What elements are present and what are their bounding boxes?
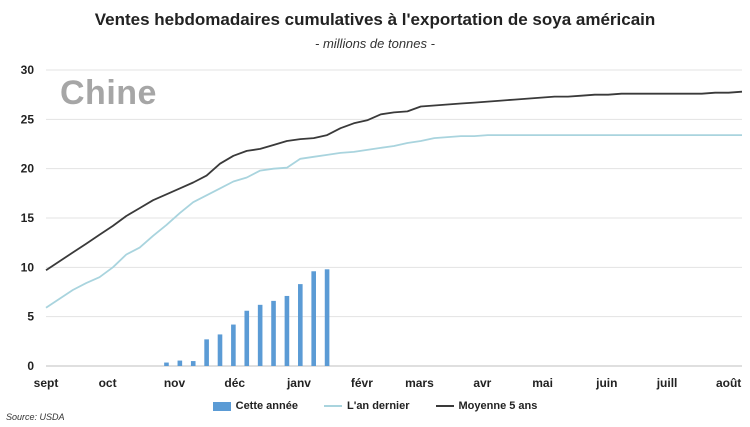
chart-title: Ventes hebdomadaires cumulatives à l'exp… — [94, 10, 656, 29]
bar — [271, 300, 276, 366]
x-tick-label: oct — [99, 376, 117, 390]
y-tick-label: 5 — [27, 310, 34, 324]
legend-label-five-year: Moyenne 5 ans — [458, 400, 538, 412]
legend-swatch-line-last-year — [323, 405, 342, 407]
bar — [164, 362, 169, 366]
x-tick-label: mars — [405, 376, 434, 390]
legend-item-last-year: L'an dernier — [323, 400, 410, 412]
legend-label-this-year: Cette année — [235, 400, 298, 412]
y-tick-label: 0 — [27, 359, 34, 373]
bar — [324, 269, 330, 366]
bar — [284, 295, 290, 366]
y-tick-label: 30 — [21, 63, 35, 77]
axis-ticks: 0 5 10 15 20 25 30 sept oct nov déc janv févr mars avr… — [21, 63, 742, 390]
line-series-five-year-average — [45, 90, 743, 272]
y-tick-label: 15 — [21, 211, 35, 225]
bar — [311, 271, 316, 366]
x-tick-label: nov — [164, 376, 186, 390]
x-tick-label: janv — [286, 376, 311, 390]
x-tick-label: déc — [224, 376, 245, 390]
line-series-last-year — [45, 134, 742, 309]
x-tick-label: juill — [656, 376, 678, 390]
y-tick-label: 25 — [21, 112, 35, 126]
x-tick-label: avr — [473, 376, 491, 390]
source-note: Source: USDA — [6, 412, 65, 422]
x-tick-label: juin — [595, 376, 617, 390]
bar — [190, 361, 196, 366]
panel-label-china: Chine — [60, 74, 157, 112]
x-tick-label: févr — [351, 376, 373, 390]
chart-subtitle: - millions de tonnes - — [315, 36, 435, 51]
bar — [298, 284, 303, 366]
bar — [231, 324, 236, 366]
bar — [204, 339, 209, 366]
x-tick-label: sept — [34, 376, 59, 390]
chart-legend: Cette année L'an dernier Moyenne 5 ans — [0, 400, 750, 412]
grid-layer — [46, 69, 742, 367]
line-series-layer — [45, 90, 743, 309]
legend-swatch-bar — [212, 401, 231, 411]
bar-series-this-year — [164, 269, 330, 366]
x-tick-label: août — [716, 376, 741, 390]
bar — [257, 304, 263, 366]
bar — [244, 310, 250, 366]
legend-label-last-year: L'an dernier — [346, 400, 410, 412]
y-tick-label: 20 — [21, 162, 35, 176]
bar — [217, 334, 223, 366]
legend-item-this-year: Cette année — [212, 400, 298, 412]
bar — [177, 360, 183, 366]
x-tick-label: mai — [532, 376, 553, 390]
legend-swatch-line-five-year — [435, 405, 454, 407]
legend-item-five-year: Moyenne 5 ans — [435, 400, 538, 412]
y-tick-label: 10 — [21, 260, 35, 274]
